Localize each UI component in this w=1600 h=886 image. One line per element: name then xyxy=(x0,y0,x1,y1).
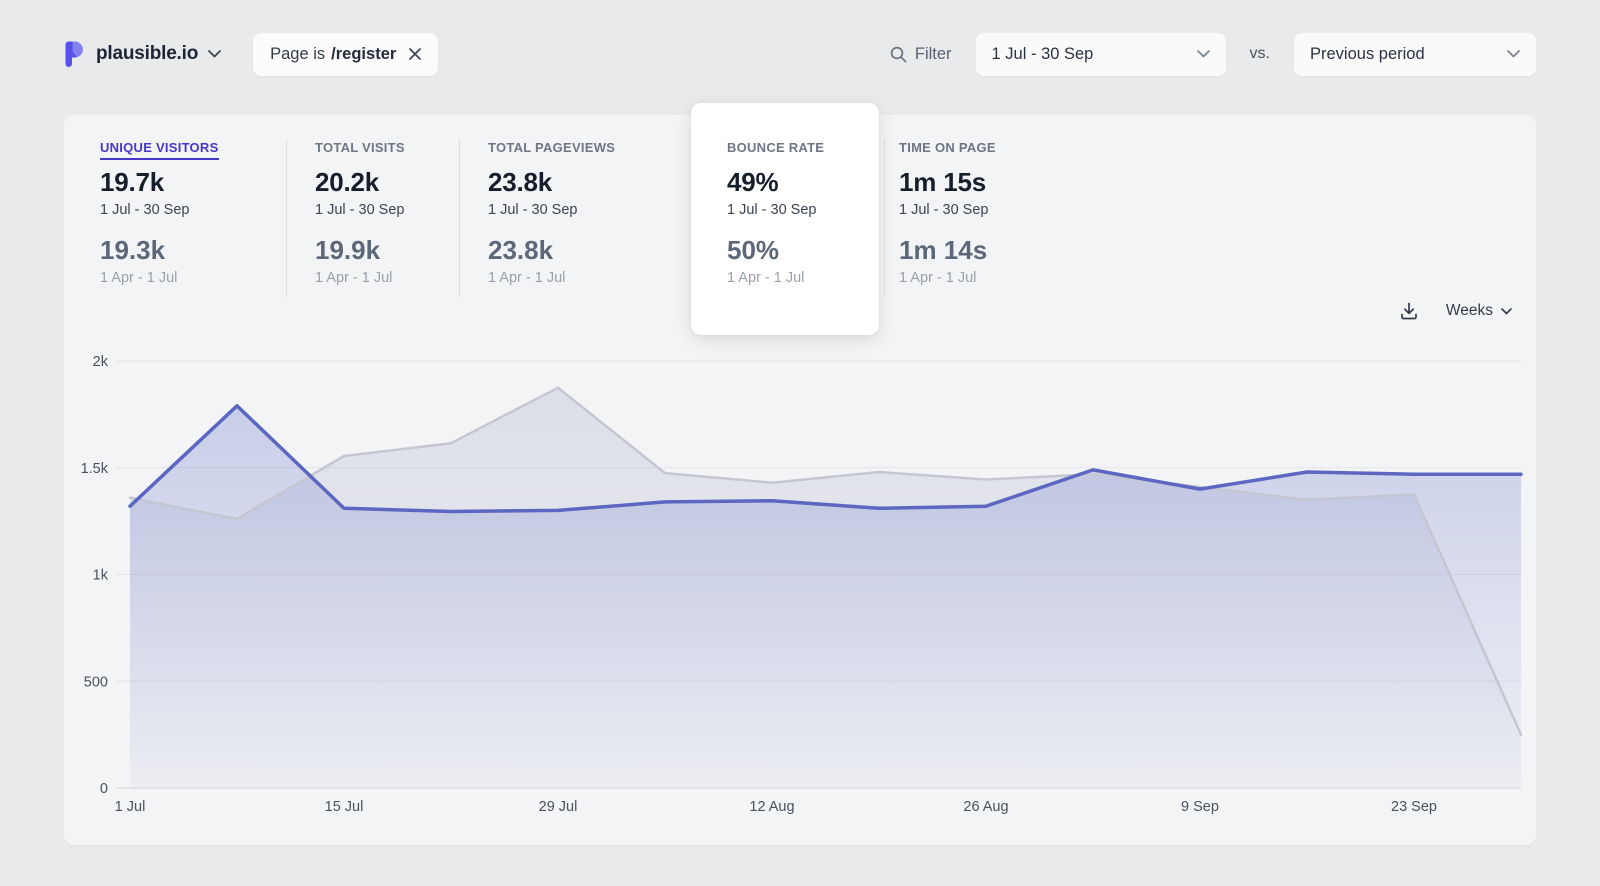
interval-value: Weeks xyxy=(1445,302,1493,319)
metric-label[interactable]: UNIQUE VISITORS xyxy=(100,140,219,160)
filter-button-label: Filter xyxy=(914,44,952,63)
metric-prev-period: 1 Apr - 1 Jul xyxy=(899,270,977,286)
interval-select[interactable]: Weeks xyxy=(1446,302,1512,320)
metric-period: 1 Jul - 30 Sep xyxy=(488,202,578,218)
topbar: plausible.io Page is /register Filter 1 … xyxy=(0,0,1600,88)
filter-button[interactable]: Filter xyxy=(890,45,952,64)
metric-prev-value: 50% xyxy=(727,235,780,265)
metric-period: 1 Jul - 30 Sep xyxy=(899,202,989,218)
metric-label[interactable]: BOUNCE RATE xyxy=(727,140,825,155)
metric-value: 20.2k xyxy=(315,167,380,197)
compare-select[interactable]: Previous period xyxy=(1294,32,1536,76)
svg-text:12 Aug: 12 Aug xyxy=(749,799,794,815)
filter-chip[interactable]: Page is /register xyxy=(253,32,439,76)
metric-prev-period: 1 Apr - 1 Jul xyxy=(727,270,805,286)
metric-value: 23.8k xyxy=(488,167,553,197)
chevron-down-icon xyxy=(208,50,222,58)
metric-time-on-page[interactable]: TIME ON PAGE 1m 15s 1 Jul - 30 Sep 1m 14… xyxy=(885,139,996,297)
close-icon[interactable] xyxy=(409,48,422,60)
metrics-row: UNIQUE VISITORS 19.7k 1 Jul - 30 Sep 19.… xyxy=(64,103,996,335)
dashboard-card: UNIQUE VISITORS 19.7k 1 Jul - 30 Sep 19.… xyxy=(64,103,1536,845)
metric-prev-value: 19.9k xyxy=(315,235,381,265)
chart-controls: Weeks xyxy=(1399,301,1512,321)
svg-text:2k: 2k xyxy=(93,354,109,370)
svg-text:15 Jul: 15 Jul xyxy=(325,799,364,815)
metric-value: 19.7k xyxy=(100,167,165,197)
svg-text:1 Jul: 1 Jul xyxy=(115,799,146,815)
date-range-value: 1 Jul - 30 Sep xyxy=(991,44,1094,63)
metric-prev-value: 19.3k xyxy=(100,235,166,265)
compare-value: Previous period xyxy=(1310,44,1425,63)
svg-text:1.5k: 1.5k xyxy=(81,461,109,477)
metric-bounce-rate[interactable]: BOUNCE RATE 49% 1 Jul - 30 Sep 50% 1 Apr… xyxy=(691,103,879,335)
metric-prev-period: 1 Apr - 1 Jul xyxy=(315,270,393,286)
metric-total-pageviews[interactable]: TOTAL PAGEVIEWS 23.8k 1 Jul - 30 Sep 23.… xyxy=(460,139,665,297)
search-icon xyxy=(890,46,907,62)
download-icon xyxy=(1401,302,1417,320)
metric-prev-value: 23.8k xyxy=(488,235,554,265)
metric-bounce-rate-slot: BOUNCE RATE 49% 1 Jul - 30 Sep 50% 1 Apr… xyxy=(665,103,885,335)
chevron-down-icon xyxy=(1196,50,1210,58)
metric-period: 1 Jul - 30 Sep xyxy=(100,202,190,218)
site-picker[interactable]: plausible.io xyxy=(64,41,222,68)
metric-period: 1 Jul - 30 Sep xyxy=(727,202,817,218)
filter-chip-prefix: Page is xyxy=(270,44,326,63)
chevron-down-icon xyxy=(1501,307,1512,314)
filter-chip-value: /register xyxy=(331,44,397,63)
date-range-select[interactable]: 1 Jul - 30 Sep xyxy=(975,32,1226,76)
svg-text:26 Aug: 26 Aug xyxy=(963,799,1008,815)
metric-prev-period: 1 Apr - 1 Jul xyxy=(100,270,178,286)
svg-text:0: 0 xyxy=(100,781,108,797)
metric-label[interactable]: TOTAL VISITS xyxy=(315,140,405,155)
svg-text:23 Sep: 23 Sep xyxy=(1391,799,1437,815)
download-button[interactable] xyxy=(1399,301,1419,321)
metric-prev-value: 1m 14s xyxy=(899,235,988,265)
site-name: plausible.io xyxy=(96,43,199,64)
metric-unique-visitors[interactable]: UNIQUE VISITORS 19.7k 1 Jul - 30 Sep 19.… xyxy=(64,139,287,297)
vs-label: vs. xyxy=(1249,45,1270,62)
chevron-down-icon xyxy=(1507,50,1520,58)
metric-label[interactable]: TOTAL PAGEVIEWS xyxy=(488,140,616,155)
metric-label[interactable]: TIME ON PAGE xyxy=(899,140,996,155)
metric-value: 1m 15s xyxy=(899,167,986,197)
visitors-chart[interactable]: 0 500 1k 1.5k 2k 1 Jul 15 Jul 29 Jul 12 Aug 26 Au… xyxy=(64,343,1536,823)
svg-text:29 Jul: 29 Jul xyxy=(539,799,578,815)
metric-total-visits[interactable]: TOTAL VISITS 20.2k 1 Jul - 30 Sep 19.9k … xyxy=(287,139,460,297)
svg-text:9 Sep: 9 Sep xyxy=(1181,799,1219,815)
plausible-logo-icon xyxy=(64,41,86,68)
metric-prev-period: 1 Apr - 1 Jul xyxy=(488,270,566,286)
svg-text:1k: 1k xyxy=(93,568,109,584)
svg-text:500: 500 xyxy=(84,674,108,690)
metric-value: 49% xyxy=(727,167,779,197)
metric-period: 1 Jul - 30 Sep xyxy=(315,202,405,218)
